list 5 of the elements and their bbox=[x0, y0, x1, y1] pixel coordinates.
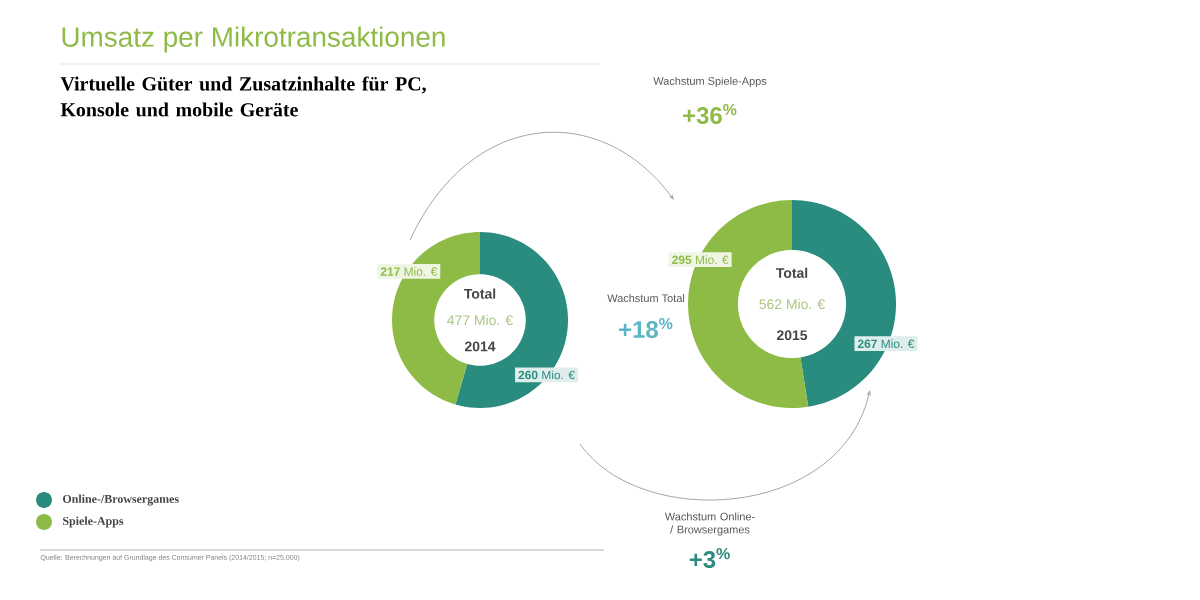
chart-title: Umsatz per Mikrotransaktionen bbox=[62, 26, 445, 53]
chart-subtitle: Virtuelle Güter und Zusatzinhalte für PC, Konsole und mobile Geräte bbox=[60, 76, 426, 117]
text: +18$^{%}$ bbox=[619, 317, 673, 338]
text: +3$^{%}$ bbox=[689, 547, 730, 569]
text: +36$^{%}$ bbox=[683, 103, 737, 125]
